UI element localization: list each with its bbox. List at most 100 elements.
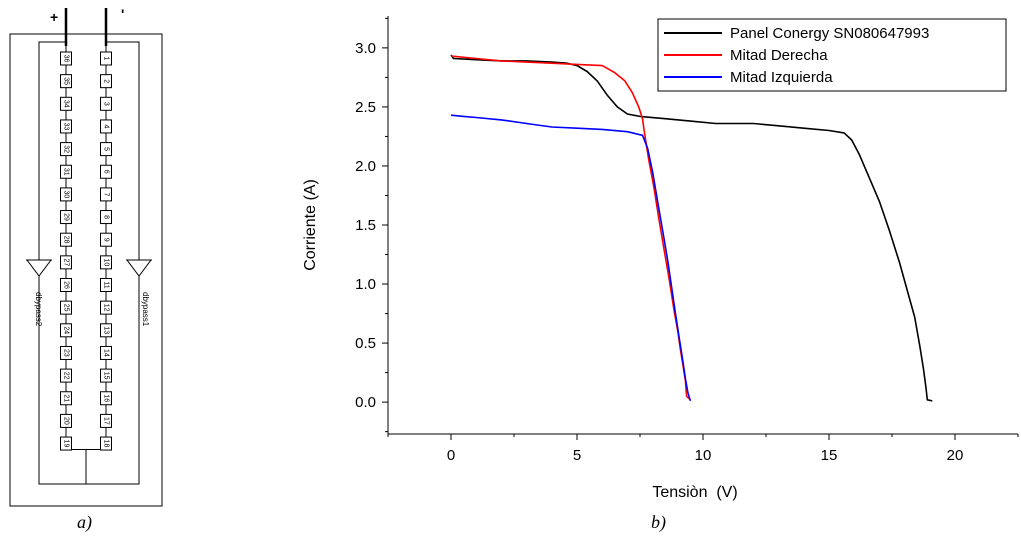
solar-cell: 27 <box>60 255 72 270</box>
cell-number: 6 <box>103 170 110 174</box>
y-tick-label: 1.5 <box>355 217 376 234</box>
solar-cell: 33 <box>60 119 72 134</box>
plot-lines <box>450 54 933 402</box>
cell-number: 12 <box>103 304 110 312</box>
solar-cell: 9 <box>100 232 112 247</box>
solar-cell: 16 <box>100 391 112 406</box>
solar-cell: 15 <box>100 368 112 383</box>
y-tick-label: 0.0 <box>355 394 376 411</box>
solar-cell: 7 <box>100 187 112 202</box>
y-tick-label: 2.0 <box>355 158 376 175</box>
cell-number: 18 <box>103 440 110 448</box>
solar-cell: 5 <box>100 142 112 157</box>
solar-cell: 13 <box>100 323 112 338</box>
solar-cell: 31 <box>60 164 72 179</box>
legend: Panel Conergy SN080647993 Mitad Derecha Mi… <box>657 18 1007 92</box>
x-tick-label: 15 <box>821 447 838 464</box>
terminal-plus-label: + <box>50 9 58 25</box>
y-tick-label: 2.5 <box>355 99 376 116</box>
cell-number: 33 <box>63 123 70 131</box>
x-tick-label: 0 <box>447 447 455 464</box>
cell-number: 29 <box>63 213 70 221</box>
y-axis-label: Corriente (A) <box>302 179 319 271</box>
cell-number: 31 <box>63 168 70 176</box>
diode-right-label: dbypass1 <box>141 292 150 327</box>
module-wiring-diagram: + ' 363534333231302928272625242322212019… <box>9 6 163 507</box>
wiring <box>38 41 140 485</box>
cell-number: 23 <box>63 349 70 357</box>
solar-cell: 10 <box>100 255 112 270</box>
solar-cell: 25 <box>60 300 72 315</box>
legend-entry: Mitad Izquierda <box>730 69 833 86</box>
cell-number: 22 <box>63 372 70 380</box>
cell-number: 21 <box>63 394 70 402</box>
cell-string-left: 36 35 34 33 32 31 30 29 28 27 26 25 24 23 22 21 20 19 <box>60 51 72 451</box>
cell-number: 7 <box>103 192 110 196</box>
legend-entry: Mitad Derecha <box>730 47 828 64</box>
solar-cell: 21 <box>60 391 72 406</box>
cell-number: 30 <box>63 191 70 199</box>
solar-cell: 17 <box>100 413 112 428</box>
solar-cell: 19 <box>60 436 72 451</box>
solar-cell: 20 <box>60 413 72 428</box>
diode-left-label: dbypass2 <box>34 292 43 327</box>
iv-curve-chart: 0 5 10 15 20 0.0 0.5 1.0 1.5 2.0 2.5 3.0 Panel Cone… <box>302 16 1019 501</box>
y-tick-label: 1.0 <box>355 276 376 293</box>
solar-cell: 24 <box>60 323 72 338</box>
solar-cell: 14 <box>100 345 112 360</box>
solar-cell: 1 <box>100 51 112 66</box>
solar-cell: 2 <box>100 74 112 89</box>
solar-cell: 32 <box>60 142 72 157</box>
bypass-diode-right <box>126 259 152 277</box>
y-tick-label: 3.0 <box>355 40 376 57</box>
cell-number: 10 <box>103 258 110 266</box>
solar-cell: 12 <box>100 300 112 315</box>
cell-number: 8 <box>103 215 110 219</box>
solar-cell: 11 <box>100 278 112 292</box>
solar-cell: 36 <box>60 51 72 66</box>
cell-number: 17 <box>103 417 110 425</box>
cell-number: 36 <box>63 55 70 63</box>
x-tick-label: 20 <box>947 447 964 464</box>
x-axis-label: Tensiòn (V) <box>652 484 737 501</box>
solar-cell: 30 <box>60 187 72 202</box>
solar-cell: 8 <box>100 210 112 225</box>
cell-number: 1 <box>103 57 110 61</box>
cell-number: 13 <box>103 326 110 334</box>
y-tick-label: 0.5 <box>355 335 376 352</box>
cell-number: 15 <box>103 372 110 380</box>
cell-number: 26 <box>63 281 70 289</box>
cell-number: 35 <box>63 77 70 85</box>
axes: 0 5 10 15 20 0.0 0.5 1.0 1.5 2.0 2.5 3.0 <box>355 16 1019 464</box>
solar-cell: 29 <box>60 210 72 225</box>
cell-number: 11 <box>103 281 110 288</box>
solar-cell: 26 <box>60 278 72 292</box>
cell-number: 34 <box>63 100 70 108</box>
cell-number: 19 <box>63 440 70 448</box>
cell-number: 9 <box>103 238 110 242</box>
cell-number: 2 <box>103 79 110 83</box>
solar-cell: 22 <box>60 368 72 383</box>
x-tick-label: 10 <box>695 447 712 464</box>
terminal-minus-label: ' <box>121 6 124 22</box>
caption-a: a) <box>77 512 92 532</box>
cell-number: 28 <box>63 236 70 244</box>
solar-cell: 6 <box>100 164 112 179</box>
solar-cell: 3 <box>100 96 112 111</box>
module-frame <box>9 33 163 507</box>
x-tick-label: 5 <box>573 447 581 464</box>
cell-number: 27 <box>63 258 70 266</box>
cell-number: 3 <box>103 102 110 106</box>
solar-cell: 4 <box>100 119 112 134</box>
cell-number: 20 <box>63 417 70 425</box>
cell-number: 4 <box>103 124 110 128</box>
caption-b: b) <box>651 512 666 532</box>
series-line <box>450 54 933 402</box>
solar-cell: 28 <box>60 232 72 247</box>
solar-cell: 23 <box>60 345 72 360</box>
cell-number: 14 <box>103 349 110 357</box>
bypass-diode-left <box>26 259 52 277</box>
cell-number: 32 <box>63 145 70 153</box>
solar-cell: 18 <box>100 436 112 451</box>
